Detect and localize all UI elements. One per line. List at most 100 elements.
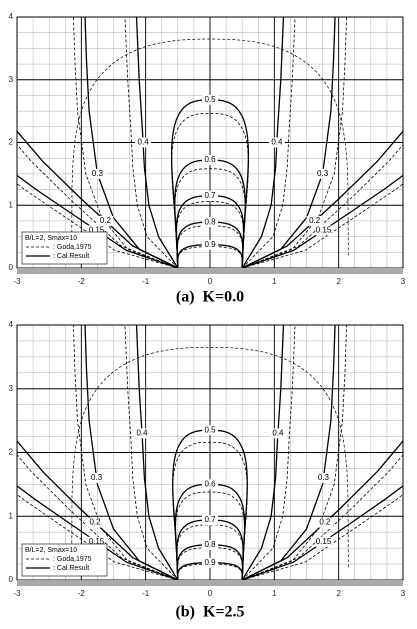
label-bg bbox=[202, 515, 218, 526]
y-tick-label: 4 bbox=[9, 320, 14, 329]
contour-line bbox=[174, 491, 246, 580]
contour-label: 0.7 bbox=[204, 191, 216, 200]
x-tick-label: 0 bbox=[208, 277, 213, 286]
y-tick-label: 1 bbox=[9, 511, 14, 520]
label-bg bbox=[135, 137, 152, 148]
label-bg bbox=[202, 425, 218, 436]
label-bg bbox=[315, 473, 332, 483]
x-tick-label: -1 bbox=[142, 589, 150, 598]
contour-label: 0.8 bbox=[204, 540, 216, 549]
y-tick-label: 1 bbox=[9, 200, 14, 209]
label-bg bbox=[202, 155, 218, 166]
contour-line bbox=[17, 440, 179, 580]
contour-label: 0.4 bbox=[271, 138, 283, 147]
contour-line bbox=[242, 183, 403, 268]
contour-line bbox=[242, 454, 403, 580]
label-bg bbox=[202, 239, 218, 250]
label-bg bbox=[268, 137, 285, 148]
label-bg bbox=[306, 215, 323, 226]
label-bg bbox=[314, 168, 331, 179]
contour-line bbox=[171, 112, 249, 268]
contour-line bbox=[241, 17, 285, 268]
label-bg bbox=[87, 517, 104, 528]
contour-line bbox=[17, 174, 179, 268]
legend-entry: : Goda,1975 bbox=[53, 556, 92, 563]
label-bg bbox=[202, 539, 218, 550]
contour-label: 0.15 bbox=[316, 537, 332, 546]
contour-line bbox=[17, 183, 178, 268]
contour-line bbox=[172, 441, 248, 580]
chart-panel: -3 -2 -1 0 1 2 3 0 1 2 3 4 0.9 0.8 0.7 0.6 0.5 0.4 0.4 0.3 0… bbox=[9, 320, 406, 621]
reference-arch bbox=[71, 38, 349, 256]
contour-line bbox=[242, 17, 347, 268]
contour-line bbox=[17, 144, 178, 268]
contour-label: 0.8 bbox=[204, 217, 216, 226]
contour-label: 0.15 bbox=[89, 537, 105, 546]
label-bg bbox=[202, 217, 218, 228]
label-bg bbox=[89, 168, 106, 179]
label-bg bbox=[97, 215, 114, 226]
contour-line bbox=[242, 325, 347, 580]
contour-label: 0.3 bbox=[317, 169, 329, 178]
label-bg bbox=[202, 94, 218, 105]
x-tick-label: -1 bbox=[142, 277, 150, 286]
label-bg bbox=[134, 428, 151, 439]
contour-line bbox=[73, 325, 178, 580]
contour-line bbox=[242, 144, 403, 268]
contour-label: 0.2 bbox=[89, 518, 101, 527]
contour-label: 0.5 bbox=[204, 95, 216, 104]
contour-line bbox=[124, 325, 179, 580]
chart-panel: -3 -2 -1 0 1 2 3 0 1 2 3 4 0.9 0.8 0.7 0.6 0.5 0.4 0.4 0.3 0… bbox=[9, 12, 406, 306]
y-tick-label: 4 bbox=[9, 12, 14, 21]
contour-label: 0.2 bbox=[319, 518, 331, 527]
x-tick-label: 2 bbox=[336, 277, 341, 286]
label-bg bbox=[88, 225, 105, 236]
contour-line bbox=[241, 440, 403, 580]
reference-arch bbox=[71, 346, 349, 568]
label-bg bbox=[315, 536, 332, 547]
x-tick-label: 3 bbox=[401, 589, 406, 598]
legend-title: B/L=2, Smax=10 bbox=[25, 547, 77, 554]
legend-entry: : Cal.Result bbox=[53, 253, 89, 260]
label-bg bbox=[315, 225, 332, 236]
legend-entry: : Goda,1975 bbox=[53, 244, 92, 251]
panel-caption: (a) K=0.0 bbox=[176, 289, 244, 306]
y-tick-label: 2 bbox=[9, 448, 14, 457]
contour-line bbox=[135, 325, 179, 580]
contour-label: 0.6 bbox=[204, 479, 216, 488]
contour-line bbox=[241, 130, 403, 268]
y-tick-label: 0 bbox=[9, 263, 14, 272]
contour-line bbox=[241, 485, 403, 580]
contour-line bbox=[241, 174, 403, 268]
label-bg bbox=[269, 428, 286, 439]
contour-label: 0.2 bbox=[309, 216, 321, 225]
contour-label: 0.5 bbox=[204, 425, 216, 434]
contour-label: 0.3 bbox=[318, 473, 330, 482]
breakwater bbox=[17, 580, 403, 586]
x-tick-label: -3 bbox=[13, 589, 21, 598]
legend-box bbox=[21, 543, 108, 577]
y-tick-label: 3 bbox=[9, 75, 14, 84]
contour-label: 0.15 bbox=[89, 225, 105, 234]
contour-line bbox=[241, 325, 296, 580]
breakwater bbox=[17, 268, 403, 274]
x-tick-label: 1 bbox=[272, 277, 277, 286]
contour-line bbox=[176, 524, 244, 580]
contour-line bbox=[135, 17, 179, 268]
contour-label: 0.4 bbox=[138, 138, 150, 147]
y-tick-label: 2 bbox=[9, 138, 14, 147]
label-bg bbox=[202, 479, 218, 490]
contour-line bbox=[17, 494, 178, 580]
x-tick-label: -2 bbox=[78, 277, 86, 286]
label-bg bbox=[88, 473, 105, 483]
contours bbox=[17, 17, 403, 268]
contour-line bbox=[124, 17, 179, 268]
contour-line bbox=[174, 168, 246, 268]
y-tick-label: 3 bbox=[9, 384, 14, 393]
label-bg bbox=[316, 517, 333, 528]
contour-line bbox=[17, 485, 179, 580]
contour-label: 0.9 bbox=[204, 558, 216, 567]
label-bg bbox=[202, 190, 218, 201]
contour-label: 0.3 bbox=[92, 169, 104, 178]
